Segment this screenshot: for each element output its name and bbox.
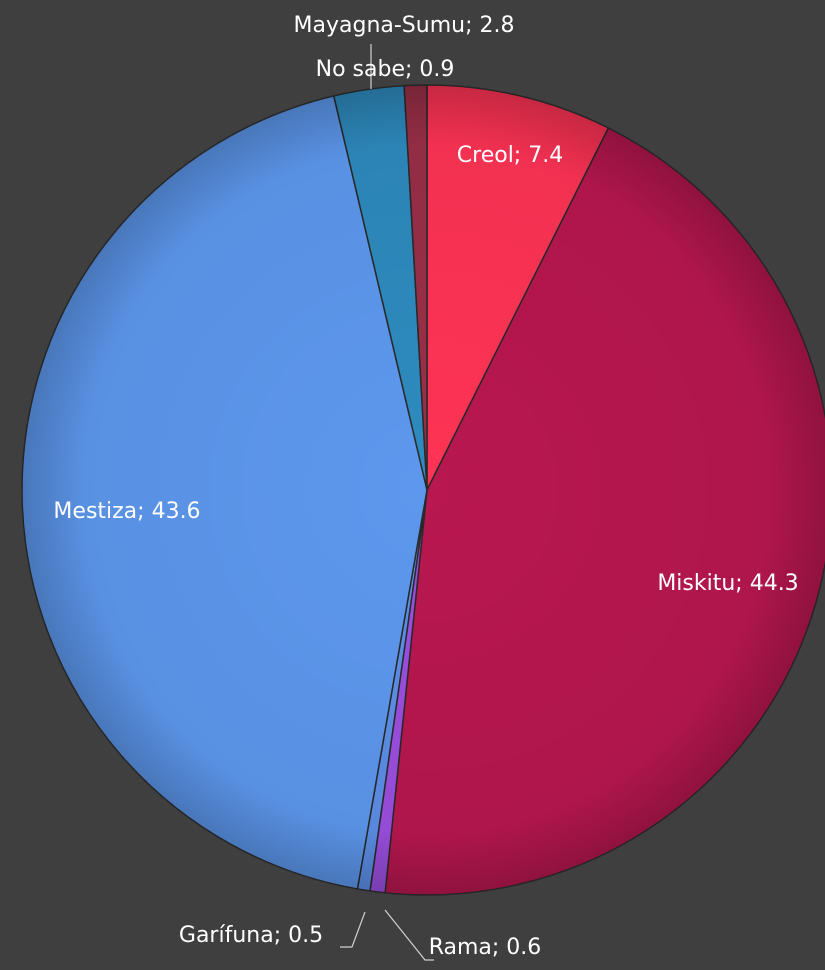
slice-labels: Creol; 7.4 Miskitu; 44.3 Rama; 0.6 Garífuna… bbox=[53, 13, 798, 960]
leader-line-garifuna bbox=[340, 911, 366, 948]
leader-line-rama bbox=[384, 909, 434, 961]
slice-label-miskitu: Miskitu; 44.3 bbox=[657, 571, 798, 596]
slice-label-rama: Rama; 0.6 bbox=[429, 935, 542, 960]
slice-label-creol: Creol; 7.4 bbox=[457, 143, 563, 168]
slices-layer bbox=[21, 84, 825, 896]
slice-label-mestiza: Mestiza; 43.6 bbox=[53, 499, 200, 524]
slice-label-garifuna: Garífuna; 0.5 bbox=[179, 923, 323, 948]
slice-label-mayagna-sumu: Mayagna-Sumu; 2.8 bbox=[294, 13, 515, 38]
slice-label-no-sabe: No sabe; 0.9 bbox=[316, 57, 455, 82]
leader-lines bbox=[340, 44, 434, 961]
